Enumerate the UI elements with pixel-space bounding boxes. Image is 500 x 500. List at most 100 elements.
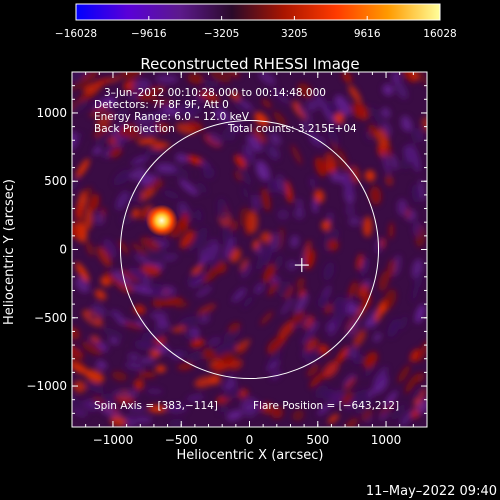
image-texture-lobe xyxy=(312,198,318,214)
colorbar-tick-label: −16028 xyxy=(55,28,97,40)
image-texture-lobe xyxy=(361,285,370,300)
image-texture-lobe xyxy=(410,72,420,81)
y-tick-label: −1000 xyxy=(26,379,67,393)
detectors-note: Detectors: 7F 8F 9F, Att 0 xyxy=(94,99,229,111)
x-axis-label: Heliocentric X (arcsec) xyxy=(177,448,324,463)
x-tick-label: 1000 xyxy=(371,433,402,447)
image-texture-lobe xyxy=(191,264,204,275)
colorbar-tick-label: 9616 xyxy=(354,28,381,40)
image-texture-lobe xyxy=(188,237,201,253)
image-texture-lobe xyxy=(234,339,251,351)
image-texture-lobe xyxy=(379,399,395,418)
y-tick-label: −500 xyxy=(34,311,67,325)
image-area xyxy=(72,72,427,427)
image-texture-lobe xyxy=(190,338,205,348)
colorbar-tick-label: 3205 xyxy=(281,28,308,40)
image-texture-lobe xyxy=(197,181,208,194)
image-texture-lobe xyxy=(333,304,348,326)
image-texture-lobe xyxy=(261,98,272,109)
image-texture-lobe xyxy=(134,254,153,266)
image-texture-lobe xyxy=(233,101,249,114)
image-texture-lobe xyxy=(327,239,339,251)
image-texture-lobe xyxy=(149,141,171,150)
image-texture-lobe xyxy=(364,362,376,378)
image-texture-lobe xyxy=(394,80,408,100)
image-texture-lobe xyxy=(362,216,373,237)
image-texture-lobe xyxy=(128,267,148,281)
spin-axis-note: Spin Axis = [383,−114] xyxy=(94,400,218,412)
image-texture-lobe xyxy=(344,377,356,391)
image-texture-lobe xyxy=(144,149,163,156)
image-texture-lobe xyxy=(119,174,131,184)
image-texture-lobe xyxy=(209,374,221,385)
image-texture-lobe xyxy=(180,212,189,232)
chart-title: Reconstructed RHESSI Image xyxy=(140,55,359,73)
image-texture-lobe xyxy=(160,297,184,306)
image-texture-lobe xyxy=(411,184,421,204)
image-texture-lobe xyxy=(364,170,376,182)
image-texture-lobe xyxy=(91,100,104,110)
image-texture-lobe xyxy=(85,206,93,231)
image-texture-lobe xyxy=(201,348,215,360)
image-texture-lobe xyxy=(361,257,369,274)
image-texture-lobe xyxy=(136,91,158,101)
image-texture-lobe xyxy=(234,154,247,169)
image-texture-lobe xyxy=(273,111,287,127)
image-texture-lobe xyxy=(350,391,361,403)
image-texture-lobe xyxy=(222,236,236,260)
image-texture-lobe xyxy=(240,263,252,279)
image-texture-lobe xyxy=(388,222,394,239)
image-texture-lobe xyxy=(353,329,366,348)
image-texture-lobe xyxy=(318,344,329,355)
image-texture-lobe xyxy=(416,399,427,414)
image-texture-lobe xyxy=(177,362,194,371)
image-texture-lobe xyxy=(202,265,221,283)
y-tick-label: 500 xyxy=(44,174,67,188)
image-texture-lobe xyxy=(404,373,419,394)
image-texture-lobe xyxy=(323,262,335,281)
image-texture-lobe xyxy=(355,396,372,414)
image-texture-lobe xyxy=(72,176,80,191)
image-texture-lobe xyxy=(314,385,329,399)
image-texture-lobe xyxy=(103,238,117,258)
image-texture-lobe xyxy=(195,208,202,222)
image-texture-lobe xyxy=(240,397,258,411)
image-texture-lobe xyxy=(327,413,339,424)
image-texture-lobe xyxy=(84,186,93,198)
image-texture-lobe xyxy=(242,186,249,199)
image-texture-lobe xyxy=(383,289,397,309)
image-texture-lobe xyxy=(375,128,389,148)
image-texture-lobe xyxy=(90,335,101,343)
image-texture-lobe xyxy=(206,238,219,253)
image-texture-lobe xyxy=(151,283,164,294)
total-counts-note: Total counts: 3.215E+04 xyxy=(227,123,357,135)
image-texture-lobe xyxy=(271,406,284,419)
image-texture-lobe xyxy=(127,352,140,361)
image-texture-lobe xyxy=(218,407,229,413)
image-texture-lobe xyxy=(262,263,277,284)
image-texture-lobe xyxy=(171,326,187,333)
image-texture-lobe xyxy=(246,134,263,153)
image-texture-lobe xyxy=(207,133,223,145)
image-texture-lobe xyxy=(88,312,99,322)
image-texture-lobe xyxy=(155,74,179,84)
image-texture-lobe xyxy=(199,160,210,170)
image-texture-lobe xyxy=(239,167,252,186)
image-texture-lobe xyxy=(75,262,90,283)
image-texture-lobe xyxy=(397,364,411,383)
image-texture-lobe xyxy=(391,403,406,421)
image-texture-lobe xyxy=(209,256,222,270)
image-texture-lobe xyxy=(148,86,167,93)
image-texture-lobe xyxy=(341,392,354,405)
image-texture-lobe xyxy=(148,404,167,413)
image-texture-lobe xyxy=(113,169,131,186)
image-texture-lobe xyxy=(309,177,316,188)
image-texture-lobe xyxy=(417,72,427,87)
image-texture-lobe xyxy=(303,240,312,261)
image-texture-lobe xyxy=(72,98,84,114)
y-tick-label: 1000 xyxy=(36,106,67,120)
image-texture-lobe xyxy=(267,281,278,297)
image-texture-lobe xyxy=(413,388,423,401)
image-texture-lobe xyxy=(200,78,221,88)
image-texture-lobe xyxy=(228,322,241,333)
